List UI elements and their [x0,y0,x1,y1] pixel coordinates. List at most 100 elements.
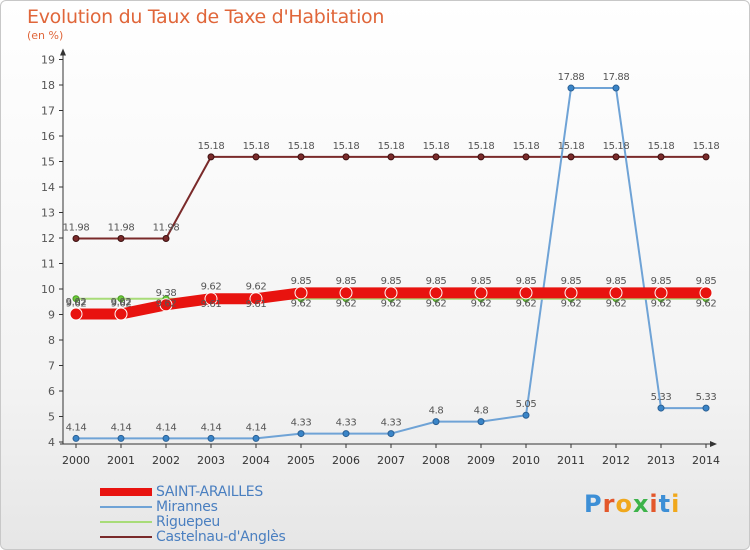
data-label-riguepeu: 9.62 [426,299,447,310]
data-point-saint-arailles [294,286,308,300]
chart-subtitle: (en %) [27,29,64,42]
legend-swatch-saint-arailles [100,488,152,496]
data-point-mirannes [117,434,125,442]
x-tick-label: 2005 [287,454,315,467]
x-tick-label: 2002 [152,454,180,467]
data-point-mirannes [567,84,575,92]
legend-label-mirannes: Mirannes [156,499,218,515]
data-label-mirannes: 5.33 [696,392,717,403]
data-label-riguepeu: 9.62 [381,299,402,310]
data-label-castelnau-d-angl-s: 15.18 [693,141,720,152]
data-point-mirannes [72,434,80,442]
data-label-riguepeu: 9.62 [561,299,582,310]
data-label-mirannes: 4.8 [474,406,489,417]
x-tick-label: 2013 [647,454,675,467]
data-label-mirannes: 17.88 [558,72,585,83]
data-label-castelnau-d-angl-s: 15.18 [558,141,585,152]
data-point-mirannes [657,404,665,412]
data-label-mirannes: 4.14 [111,422,132,433]
brand-letter: o [615,490,633,518]
data-point-castelnau-d-angl-s [117,235,125,243]
data-label-mirannes: 4.14 [246,422,267,433]
data-point-mirannes [207,434,215,442]
brand-letter: i [649,490,659,518]
data-point-castelnau-d-angl-s [387,153,395,161]
y-tick-label: 19 [41,54,55,67]
y-tick-label: 9 [48,309,55,322]
data-label-saint-arailles: 9.62 [201,282,222,293]
legend-label-riguepeu: Riguepeu [156,514,220,530]
data-label-mirannes: 4.14 [66,422,87,433]
data-point-saint-arailles [114,307,128,321]
data-label-castelnau-d-angl-s: 11.98 [108,223,135,234]
y-tick-label: 4 [48,436,55,449]
data-point-castelnau-d-angl-s [207,153,215,161]
data-label-riguepeu: 9.61 [201,299,222,310]
data-label-saint-arailles: 9.85 [471,276,492,287]
data-label-castelnau-d-angl-s: 15.18 [198,141,225,152]
y-tick-label: 8 [48,334,55,347]
x-tick-label: 2003 [197,454,225,467]
data-label-mirannes: 4.33 [381,418,402,429]
chart-title: Evolution du Taux de Taxe d'Habitation [27,6,385,28]
brand-letter: P [584,490,603,518]
x-tick-label: 2004 [242,454,270,467]
data-point-castelnau-d-angl-s [522,153,530,161]
data-point-castelnau-d-angl-s [72,235,80,243]
data-point-saint-arailles [564,286,578,300]
data-point-saint-arailles [519,286,533,300]
data-label-mirannes: 4.14 [201,422,222,433]
data-label-saint-arailles: 9.85 [336,276,357,287]
data-point-castelnau-d-angl-s [657,153,665,161]
brand-letter: r [602,490,616,518]
y-tick-label: 15 [41,156,55,169]
x-tick-label: 2011 [557,454,585,467]
data-label-castelnau-d-angl-s: 11.98 [63,223,90,234]
data-point-saint-arailles [429,286,443,300]
legend-label-castelnau: Castelnau-d'Anglès [156,529,286,545]
data-label-saint-arailles: 9.85 [561,276,582,287]
data-label-riguepeu: 9.62 [606,299,627,310]
data-point-castelnau-d-angl-s [162,235,170,243]
data-label-riguepeu: 9.62 [111,299,132,310]
y-tick-label: 17 [41,105,55,118]
data-label-saint-arailles: 9.85 [291,276,312,287]
brand-logo: Proxiti [584,490,680,518]
x-tick-label: 2009 [467,454,495,467]
data-label-castelnau-d-angl-s: 15.18 [243,141,270,152]
data-point-mirannes [252,434,260,442]
y-tick-label: 16 [41,130,55,143]
data-point-mirannes [297,430,305,438]
data-label-castelnau-d-angl-s: 15.18 [378,141,405,152]
data-point-mirannes [477,418,485,426]
data-label-riguepeu: 9.62 [516,299,537,310]
data-label-castelnau-d-angl-s: 15.18 [288,141,315,152]
data-point-mirannes [432,418,440,426]
y-tick-label: 13 [41,207,55,220]
data-label-saint-arailles: 9.85 [516,276,537,287]
x-tick-label: 2010 [512,454,540,467]
data-label-castelnau-d-angl-s: 15.18 [333,141,360,152]
y-tick-label: 12 [41,232,55,245]
data-label-saint-arailles: 9.85 [381,276,402,287]
data-label-castelnau-d-angl-s: 15.18 [648,141,675,152]
data-label-saint-arailles: 9.85 [426,276,447,287]
data-label-saint-arailles: 9.38 [156,288,177,299]
data-point-saint-arailles [699,286,713,300]
brand-letter: x [632,490,650,518]
data-label-mirannes: 4.8 [429,406,444,417]
data-label-mirannes: 4.14 [156,422,177,433]
data-label-saint-arailles: 9.85 [696,276,717,287]
data-label-saint-arailles: 9.02 [66,297,87,308]
data-label-mirannes: 5.33 [651,392,672,403]
x-tick-label: 2000 [62,454,90,467]
x-tick-label: 2007 [377,454,405,467]
data-point-castelnau-d-angl-s [567,153,575,161]
data-point-saint-arailles [654,286,668,300]
data-label-mirannes: 5.05 [516,399,537,410]
data-point-mirannes [387,430,395,438]
data-point-saint-arailles [249,292,263,306]
data-point-saint-arailles [339,286,353,300]
